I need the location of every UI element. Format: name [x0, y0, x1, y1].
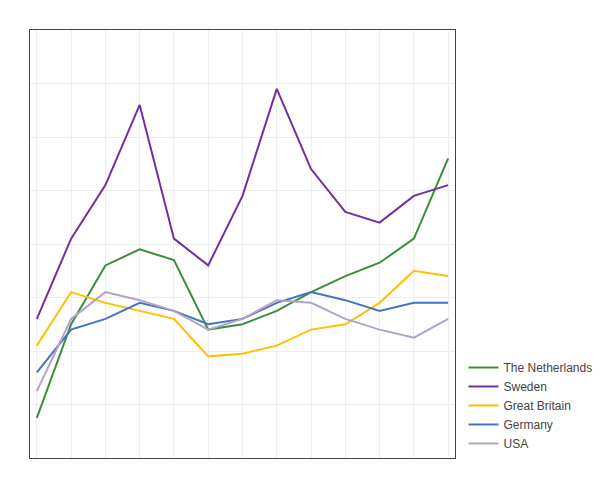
svg-text:Sweden: Sweden	[504, 380, 547, 394]
svg-text:Germany: Germany	[504, 418, 553, 432]
svg-text:The Netherlands: The Netherlands	[504, 361, 593, 375]
svg-text:USA: USA	[504, 437, 529, 451]
svg-text:Great Britain: Great Britain	[504, 399, 571, 413]
